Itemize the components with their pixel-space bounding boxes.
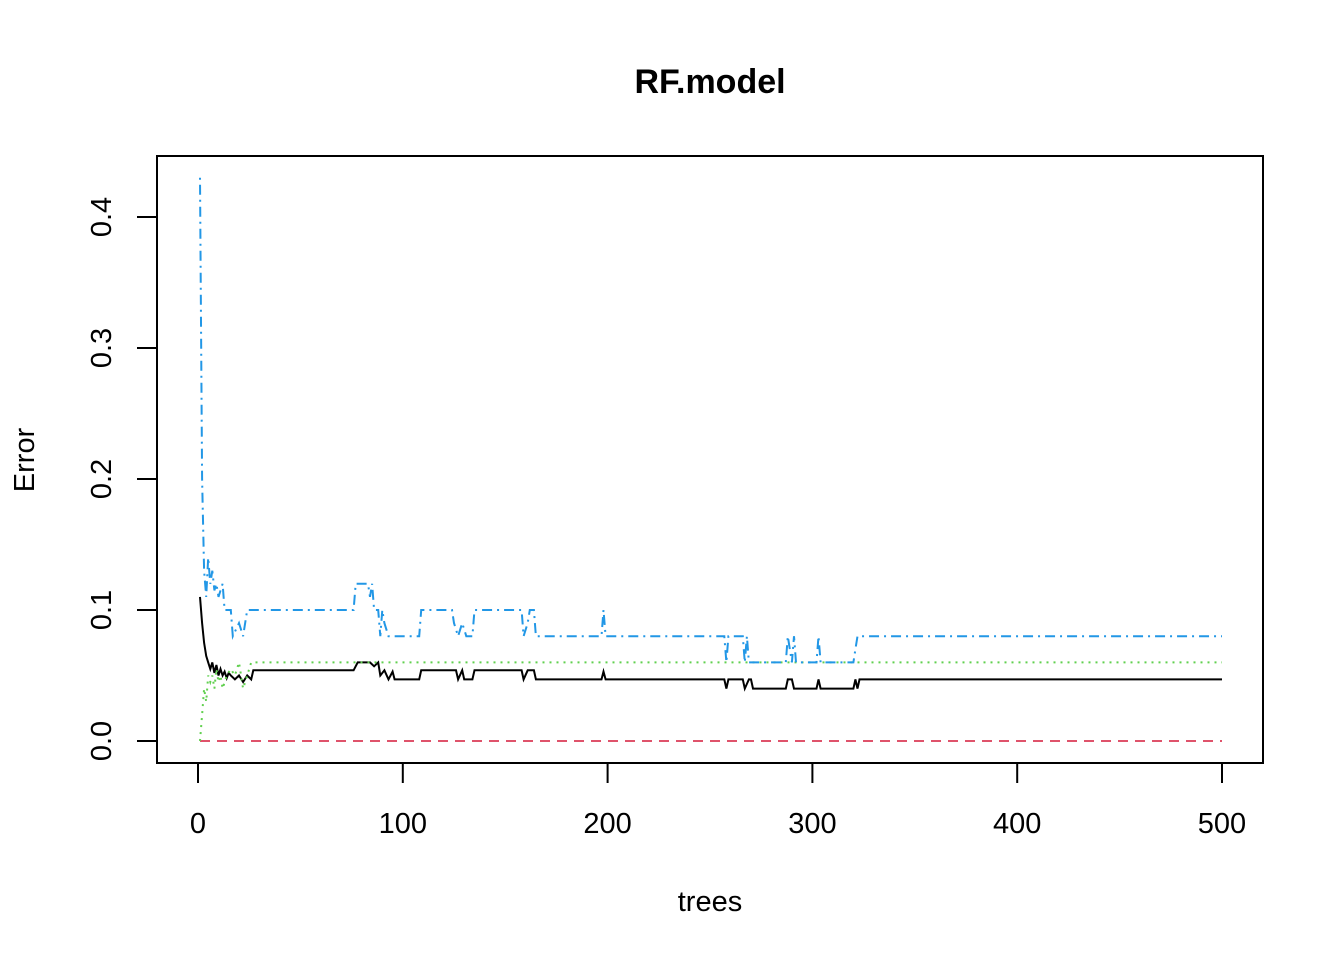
series-line-3 (199, 661, 1222, 742)
x-tick-label: 300 (788, 808, 836, 840)
series-line-1 (199, 596, 1222, 692)
x-axis: 0 100 200 300 400 500 (190, 762, 1246, 840)
y-tick-label: 0.1 (86, 590, 118, 630)
x-tick-label: 100 (379, 808, 427, 840)
chart-title: RF.model (634, 63, 785, 101)
plot-frame (156, 155, 1264, 764)
y-tick-label: 0.2 (86, 459, 118, 499)
x-tick-label: 0 (190, 808, 206, 840)
y-tick-label: 0.3 (86, 328, 118, 368)
y-tick-label: 0.0 (86, 721, 118, 761)
x-tick-label: 200 (583, 808, 631, 840)
x-tick-label: 400 (993, 808, 1041, 840)
series-layer (199, 177, 1222, 742)
x-axis-label: trees (678, 886, 742, 918)
y-axis: 0.0 0.1 0.2 0.3 0.4 (86, 197, 158, 761)
x-tick-label: 500 (1198, 808, 1246, 840)
y-tick-label: 0.4 (86, 197, 118, 237)
series-line-4 (199, 177, 1222, 664)
y-axis-label: Error (9, 427, 41, 492)
